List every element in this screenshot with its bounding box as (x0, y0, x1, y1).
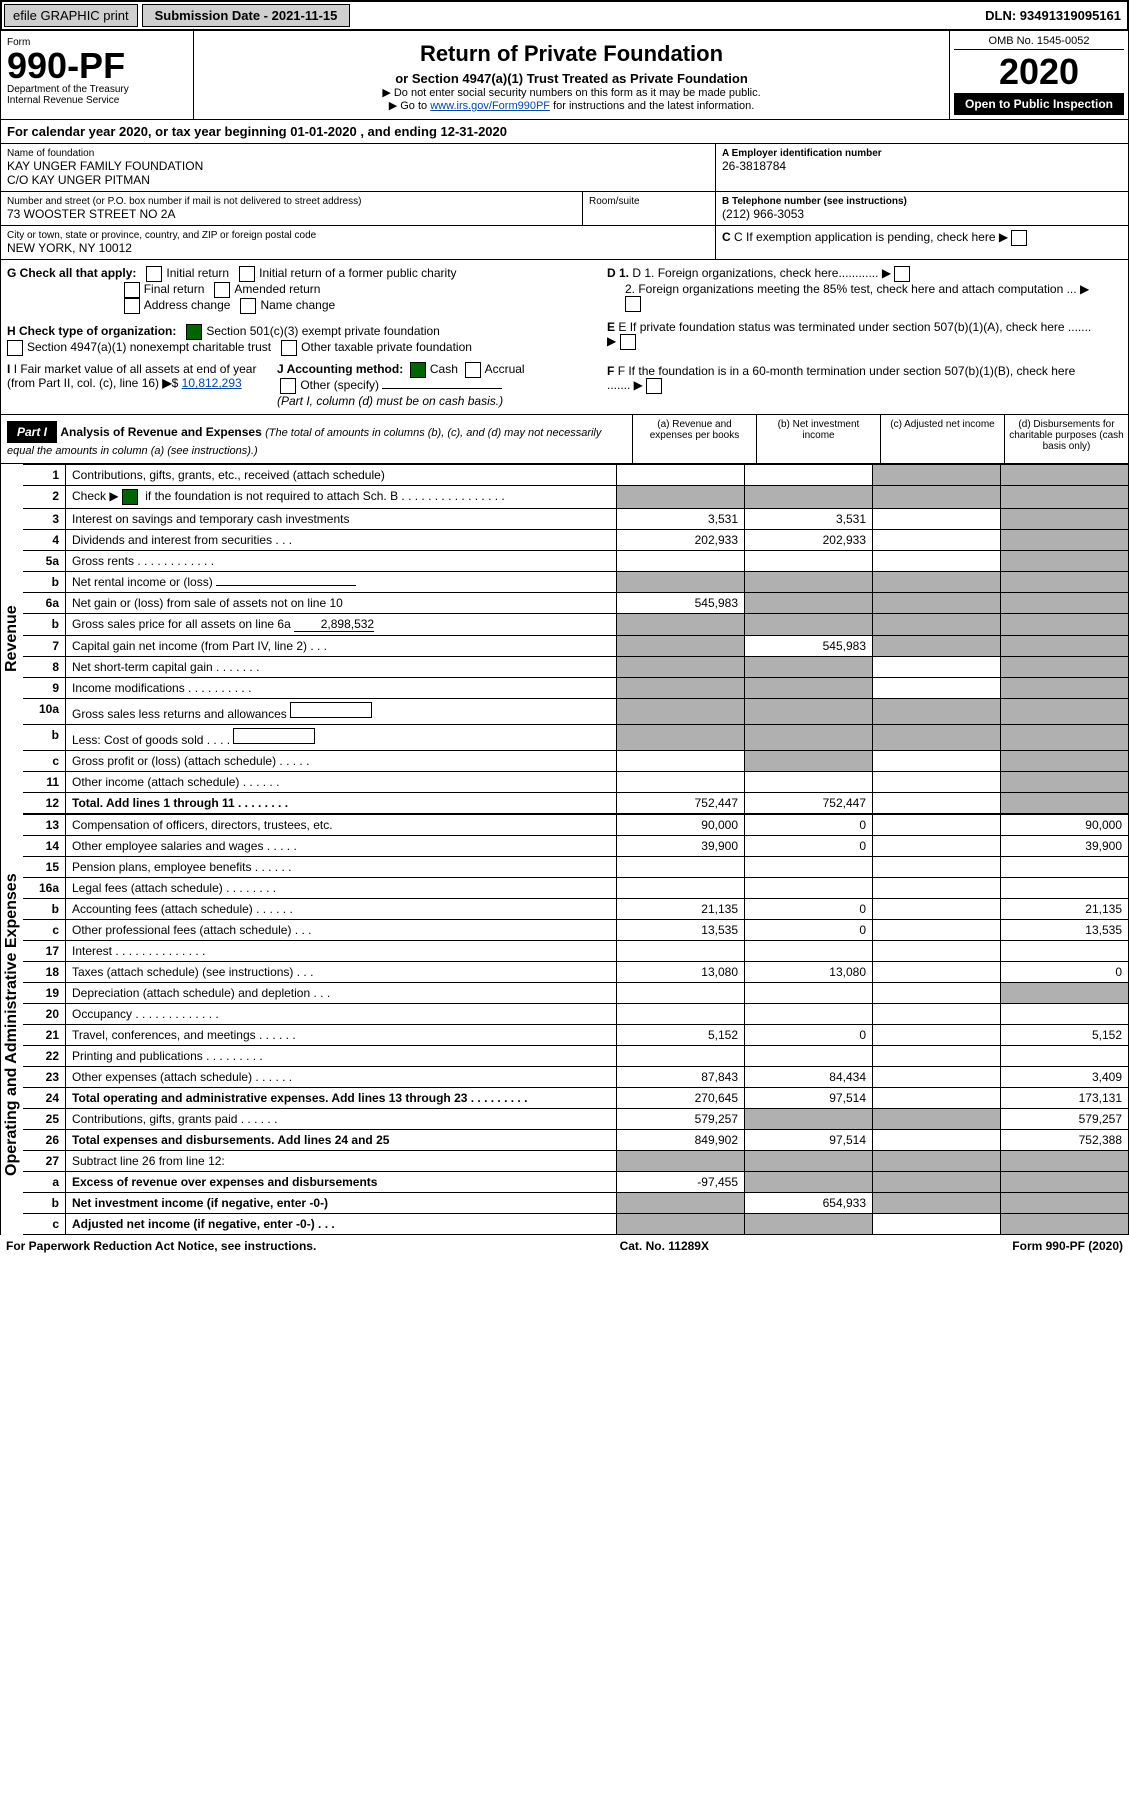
checkbox-final-return[interactable] (124, 282, 140, 298)
revenue-table: 1Contributions, gifts, grants, etc., rec… (23, 464, 1129, 814)
street-value: 73 WOOSTER STREET NO 2A (7, 207, 576, 221)
checkbox-501c3[interactable] (186, 324, 202, 340)
open-to-public: Open to Public Inspection (954, 93, 1124, 115)
checkbox-other-taxable[interactable] (281, 340, 297, 356)
checkbox-d1[interactable] (894, 266, 910, 282)
instruction-1: ▶ Do not enter social security numbers o… (200, 86, 943, 99)
checkbox-name-change[interactable] (240, 298, 256, 314)
cat-number: Cat. No. 11289X (620, 1239, 709, 1253)
revenue-label: Revenue (0, 464, 23, 814)
section-h: H Check type of organization: Section 50… (7, 324, 597, 356)
foundation-name-1: KAY UNGER FAMILY FOUNDATION (7, 159, 709, 173)
col-a-header: (a) Revenue and expenses per books (632, 415, 756, 463)
city-value: NEW YORK, NY 10012 (7, 241, 709, 255)
form-subtitle: or Section 4947(a)(1) Trust Treated as P… (200, 71, 943, 86)
section-c: C C If exemption application is pending,… (722, 230, 1122, 246)
foundation-name-label: Name of foundation (7, 148, 709, 159)
col-d-header: (d) Disbursements for charitable purpose… (1004, 415, 1128, 463)
checkbox-address-change[interactable] (124, 298, 140, 314)
paperwork-notice: For Paperwork Reduction Act Notice, see … (6, 1239, 316, 1253)
checkbox-d2[interactable] (625, 296, 641, 312)
dln: DLN: 93491319095161 (979, 5, 1127, 26)
city-label: City or town, state or province, country… (7, 230, 709, 241)
checkbox-c[interactable] (1011, 230, 1027, 246)
section-j: J Accounting method: Cash Accrual Other … (267, 362, 597, 408)
part-1-label: Part I (7, 421, 57, 443)
top-bar: efile GRAPHIC print Submission Date - 20… (0, 0, 1129, 31)
expenses-label: Operating and Administrative Expenses (0, 814, 23, 1235)
checkbox-e[interactable] (620, 334, 636, 350)
irs: Internal Revenue Service (7, 95, 187, 106)
section-f: F F If the foundation is in a 60-month t… (607, 364, 1097, 394)
form-reference: Form 990-PF (2020) (1012, 1239, 1123, 1253)
telephone-label: B Telephone number (see instructions) (722, 196, 1122, 207)
expenses-table: 13Compensation of officers, directors, t… (23, 814, 1129, 1235)
form-header: Form 990-PF Department of the Treasury I… (0, 31, 1129, 120)
ein-label: A Employer identification number (722, 148, 1122, 159)
section-e: E E If private foundation status was ter… (607, 320, 1097, 350)
ein-value: 26-3818784 (722, 159, 1122, 173)
checkbox-sch-b[interactable] (122, 489, 138, 505)
form-title: Return of Private Foundation (200, 41, 943, 67)
part-1-title: Analysis of Revenue and Expenses (60, 425, 261, 439)
col-b-header: (b) Net investment income (756, 415, 880, 463)
section-g: G Check all that apply: Initial return I… (7, 266, 597, 314)
checkbox-f[interactable] (646, 378, 662, 394)
checkbox-other-method[interactable] (280, 378, 296, 394)
form990pf-link[interactable]: www.irs.gov/Form990PF (430, 100, 550, 112)
telephone-value: (212) 966-3053 (722, 207, 1122, 221)
footer: For Paperwork Reduction Act Notice, see … (0, 1235, 1129, 1257)
omb-number: OMB No. 1545-0052 (954, 35, 1124, 50)
checkbox-initial-return[interactable] (146, 266, 162, 282)
street-label: Number and street (or P.O. box number if… (7, 196, 576, 207)
form-number: 990-PF (7, 48, 187, 84)
checkbox-cash[interactable] (410, 362, 426, 378)
checkbox-initial-former[interactable] (239, 266, 255, 282)
section-i: I I Fair market value of all assets at e… (7, 362, 267, 408)
room-label: Room/suite (589, 196, 709, 207)
tax-year: 2020 (954, 50, 1124, 93)
checkbox-amended-return[interactable] (214, 282, 230, 298)
section-d2: 2. Foreign organizations meeting the 85%… (607, 282, 1097, 312)
checkbox-4947[interactable] (7, 340, 23, 356)
checkbox-accrual[interactable] (465, 362, 481, 378)
calendar-year-line: For calendar year 2020, or tax year begi… (0, 120, 1129, 144)
submission-date: Submission Date - 2021-11-15 (142, 4, 351, 27)
instruction-2: ▶ Go to www.irs.gov/Form990PF for instru… (200, 99, 943, 112)
foundation-name-2: C/O KAY UNGER PITMAN (7, 173, 709, 187)
dept: Department of the Treasury (7, 84, 187, 95)
section-d1: D 1. D 1. Foreign organizations, check h… (607, 266, 1097, 282)
efile-print-button[interactable]: efile GRAPHIC print (4, 4, 138, 27)
col-c-header: (c) Adjusted net income (880, 415, 1004, 463)
fmv-value-link[interactable]: 10,812,293 (182, 376, 242, 390)
